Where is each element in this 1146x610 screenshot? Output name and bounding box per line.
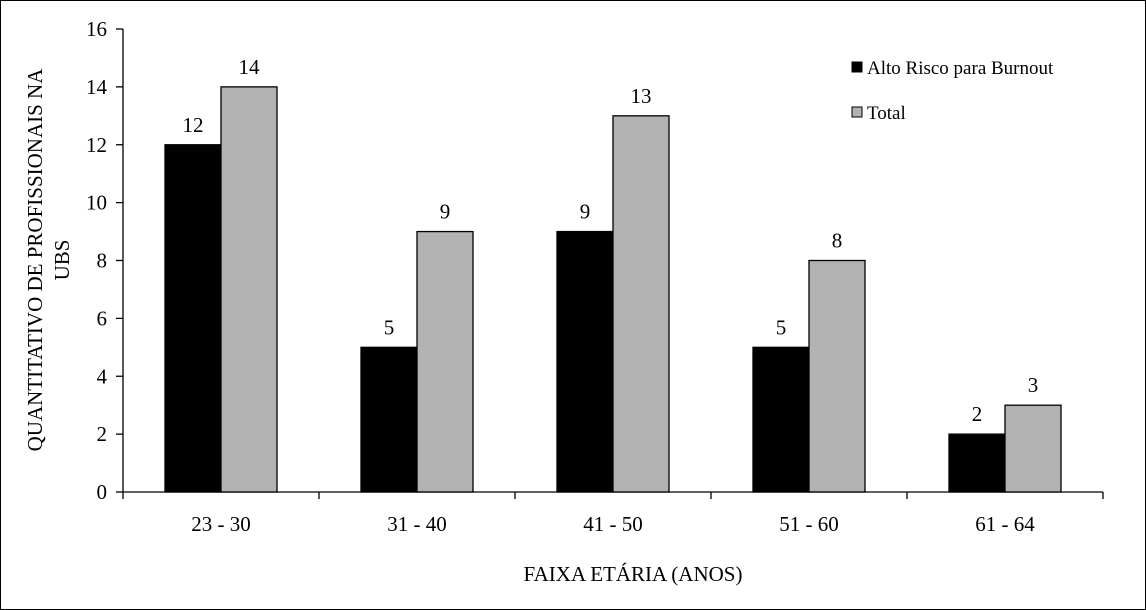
x-tick-label: 23 - 30 [191, 512, 251, 536]
y-tick-label: 14 [86, 75, 108, 99]
y-tick-label: 8 [97, 249, 108, 273]
x-axis-title: FAIXA ETÁRIA (ANOS) [524, 562, 743, 586]
data-label: 14 [239, 55, 261, 79]
legend-swatch [851, 61, 863, 73]
data-label: 5 [384, 315, 395, 339]
bar-alto-risco [556, 230, 614, 493]
bar-total [612, 115, 670, 493]
x-tick-label: 31 - 40 [387, 512, 447, 536]
x-tick-label: 41 - 50 [583, 512, 643, 536]
bar-alto-risco [948, 433, 1006, 493]
data-label: 3 [1028, 373, 1039, 397]
bar-total [1004, 404, 1062, 493]
bar-total [416, 230, 474, 493]
x-tick-label: 51 - 60 [779, 512, 839, 536]
legend-swatch [851, 106, 863, 118]
bar-alto-risco [164, 144, 222, 493]
bar-alto-risco [360, 346, 418, 493]
bar-alto-risco [752, 346, 810, 493]
data-label: 12 [183, 113, 204, 137]
data-label: 9 [580, 200, 591, 224]
legend-label: Total [867, 103, 906, 124]
data-label: 2 [972, 402, 983, 426]
legend-label: Alto Risco para Burnout [867, 58, 1054, 79]
bar-total [220, 86, 278, 493]
y-tick-label: 10 [86, 191, 107, 215]
y-tick-label: 4 [97, 364, 108, 388]
y-tick-label: 16 [86, 17, 107, 41]
data-label: 13 [631, 84, 652, 108]
y-axis-title-line-2: UBS [50, 240, 74, 281]
y-tick-label: 0 [97, 480, 108, 504]
y-tick-label: 12 [86, 133, 107, 157]
plot-area: 0 2 4 6 8 10 12 14 16 23 - 30 31 - 40 41 - 50 51 - 6… [86, 17, 1104, 536]
data-label: 5 [776, 315, 787, 339]
y-tick-label: 6 [97, 306, 108, 330]
y-tick-label: 2 [97, 422, 108, 446]
bar-total [808, 259, 866, 493]
data-label: 8 [832, 229, 843, 253]
x-tick-label: 61 - 64 [975, 512, 1035, 536]
data-label: 9 [440, 200, 451, 224]
y-axis-title: QUANTITATIVO DE PROFISSIONAIS NA UBS [23, 68, 74, 452]
legend: Alto Risco para Burnout Total [851, 58, 1054, 124]
y-axis-title-line-1: QUANTITATIVO DE PROFISSIONAIS NA [23, 68, 47, 452]
